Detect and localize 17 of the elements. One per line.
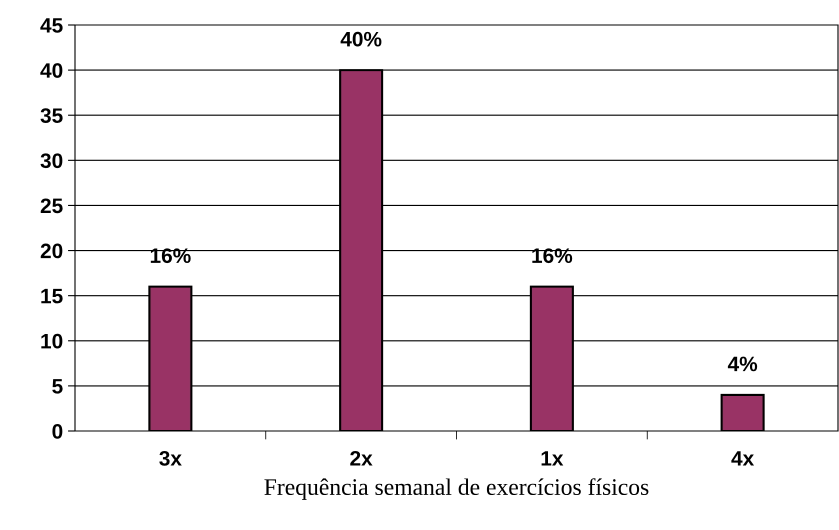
y-tick-label: 10	[41, 334, 62, 349]
data-label: 4%	[728, 356, 758, 372]
x-tick-label: 3x	[159, 450, 182, 466]
y-tick-label: 45	[40, 18, 63, 33]
x-axis-title: Frequência semanal de exercícios físicos	[264, 478, 648, 500]
y-tick-label: 40	[40, 63, 62, 78]
x-tick-label: 4x	[731, 451, 754, 466]
y-tick-label: 30	[40, 153, 62, 168]
y-tick-label: 25	[40, 198, 63, 214]
y-tick-label: 20	[40, 244, 62, 258]
x-tick-label: 2x	[350, 450, 373, 466]
y-tick-label: 35	[40, 108, 63, 124]
x-tick-label: 1x	[542, 451, 564, 466]
y-tick-label: 15	[41, 288, 63, 304]
data-label: 40%	[340, 32, 382, 47]
y-tick-label: 0	[52, 424, 62, 439]
y-tick-label: 5	[52, 379, 63, 394]
